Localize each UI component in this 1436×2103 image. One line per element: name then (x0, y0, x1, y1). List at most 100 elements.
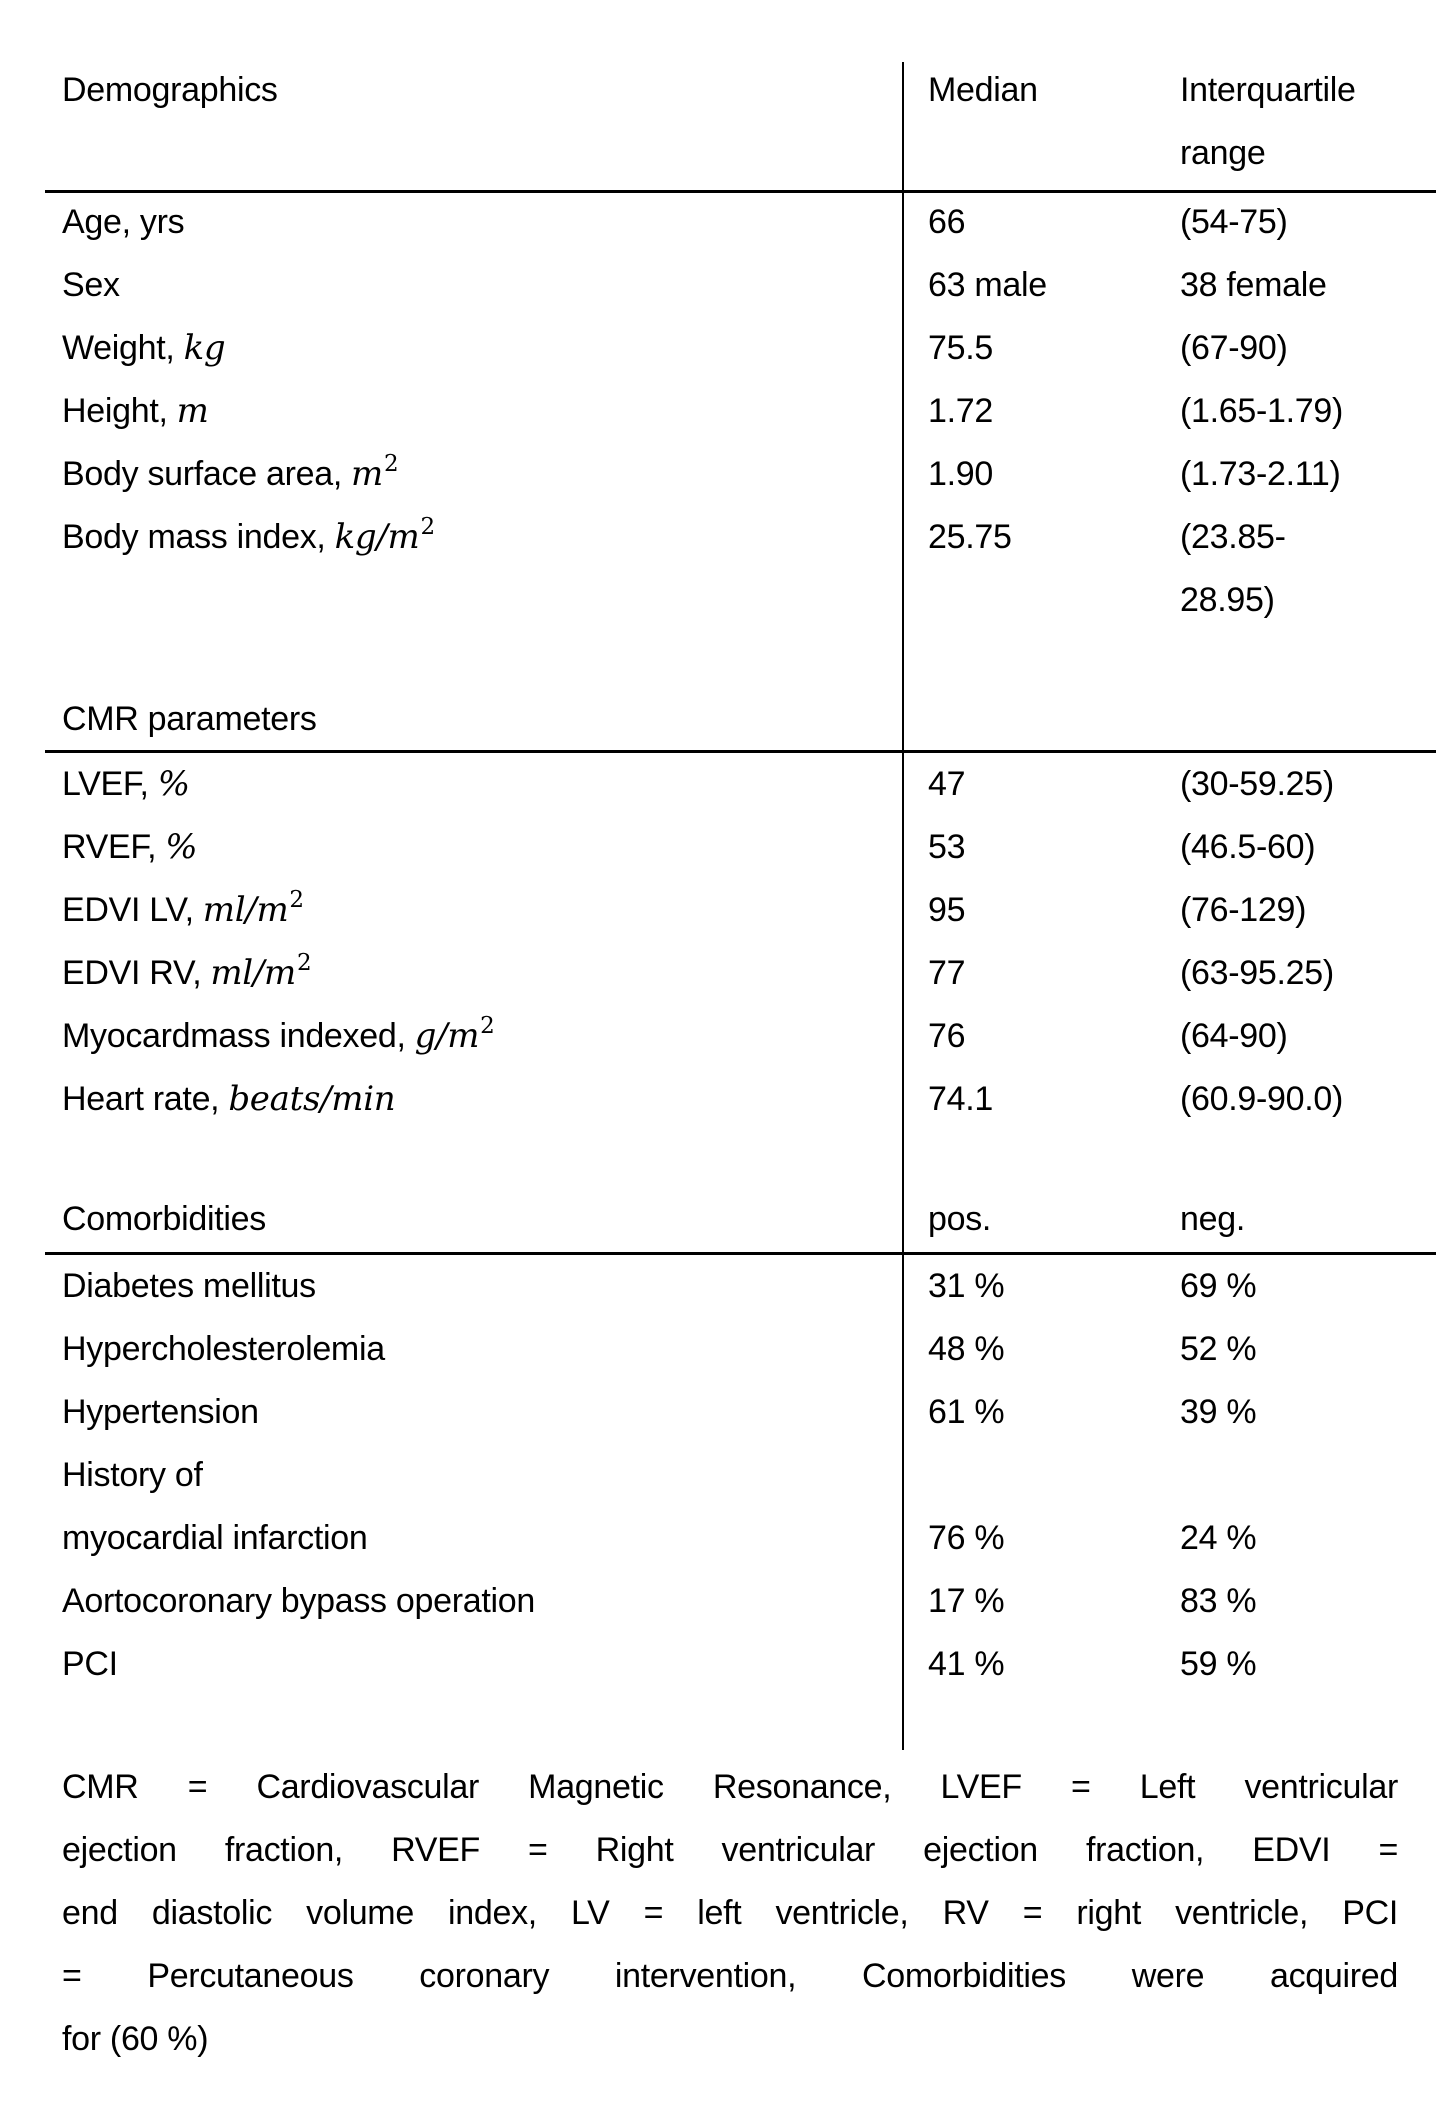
iqr-value-line: (60.9-90.0) (1180, 1080, 1344, 1118)
row-label-text: Aortocoronary bypass operation (62, 1582, 535, 1620)
row-label: Body surface area, m2 (62, 443, 399, 510)
median-value: 74.1 (928, 1080, 993, 1118)
iqr-value-line: (64-90) (1180, 1017, 1288, 1055)
iqr-value-line: 28.95) (1180, 581, 1275, 619)
median-value: 61 % (928, 1393, 1005, 1431)
iqr-value: 69 % (1180, 1255, 1257, 1318)
footnote-line: end diastolic volume index, LV = left ve… (62, 1894, 1398, 1932)
iqr-value: (54-75) (1180, 191, 1288, 254)
row-label: EDVI RV, ml/m2 (62, 942, 312, 1009)
column-header-median: Median (928, 71, 1038, 109)
median-value: 25.75 (928, 518, 1012, 556)
row-unit-exponent: 2 (296, 950, 312, 976)
column-header-interquartile-range: Interquartile range (1180, 59, 1356, 185)
iqr-value: (1.73-2.11) (1180, 443, 1341, 506)
iqr-value: (64-90) (1180, 1005, 1288, 1068)
iqr-value-line: (46.5-60) (1180, 828, 1316, 866)
row-label-text: Myocardmass indexed, (62, 1017, 406, 1055)
iqr-value: 83 % (1180, 1570, 1257, 1633)
median-value: 47 (928, 765, 966, 803)
iqr-value: 39 % (1180, 1381, 1257, 1444)
median-value: 41 % (928, 1645, 1005, 1683)
footnote-line: ejection fraction, RVEF = Right ventricu… (62, 1831, 1398, 1869)
table-rule-comorbidities (45, 1252, 1436, 1255)
row-label-text: Heart rate, (62, 1080, 220, 1118)
row-label: Height, m (62, 380, 209, 443)
column-header-line: Interquartile (1180, 71, 1356, 109)
iqr-value-line: (54-75) (1180, 203, 1288, 241)
table-rule-cmr-parameters (45, 750, 1436, 753)
row-label: Age, yrs (62, 191, 185, 254)
table-rule-demographics (45, 190, 1436, 193)
iqr-value-line: 24 % (1180, 1519, 1257, 1557)
row-label-text: Body surface area, (62, 455, 342, 493)
iqr-value-line: (76-129) (1180, 891, 1307, 929)
iqr-value: 38 female (1180, 254, 1327, 317)
iqr-value: (1.65-1.79) (1180, 380, 1343, 443)
column-header-line: range (1180, 134, 1266, 172)
row-label: LVEF,% (62, 753, 190, 816)
row-label-text: Sex (62, 266, 120, 304)
row-label-text: Age, yrs (62, 203, 185, 241)
median-value: 76 (928, 1017, 966, 1055)
iqr-value: (76-129) (1180, 879, 1306, 942)
row-unit: kg/m (334, 517, 420, 557)
row-label: Aortocoronary bypass operation (62, 1570, 535, 1633)
iqr-value-line: (1.73-2.11) (1180, 455, 1341, 493)
row-label-text: Hypertension (62, 1393, 259, 1431)
row-label-text: Height, (62, 392, 168, 430)
iqr-value-line: 39 % (1180, 1393, 1257, 1431)
iqr-value: (63-95.25) (1180, 942, 1334, 1005)
row-unit: g/m (414, 1016, 480, 1056)
section-heading-cmr-parameters: CMR parameters (62, 700, 317, 738)
row-unit: beats/min (228, 1079, 396, 1119)
row-label-text: Weight, (62, 329, 175, 367)
row-label-text: Body mass index, (62, 518, 326, 556)
row-unit-exponent: 2 (420, 514, 435, 540)
iqr-value-line: 83 % (1180, 1582, 1257, 1620)
row-unit-exponent: 2 (480, 1013, 495, 1039)
row-label: Sex (62, 254, 120, 317)
median-value: 66 (928, 203, 966, 241)
row-label-text: Hypercholesterolemia (62, 1330, 385, 1368)
row-label-text: EDVI LV, (62, 891, 194, 929)
row-label: Myocardmass indexed, g/m2 (62, 1005, 495, 1072)
iqr-value-line: (1.65-1.79) (1180, 392, 1344, 430)
iqr-value-line: (30-59.25) (1180, 765, 1334, 803)
median-value: 1.72 (928, 392, 993, 430)
iqr-value-line: (67-90) (1180, 329, 1288, 367)
footnote-line: = Percutaneous coronary intervention, Co… (62, 1957, 1398, 1995)
column-header-neg: neg. (1180, 1200, 1245, 1238)
median-value: 48 % (928, 1330, 1005, 1368)
row-unit-exponent: 2 (383, 451, 399, 477)
median-value: 17 % (928, 1582, 1005, 1620)
median-value: 76 % (928, 1519, 1005, 1557)
median-value: 53 (928, 828, 966, 866)
row-label: History of (62, 1444, 203, 1507)
row-unit: ml/m (210, 953, 296, 993)
row-label: Weight, kg (62, 317, 226, 380)
iqr-value-line: 52 % (1180, 1330, 1257, 1368)
footnote-line: for (60 %) (62, 2020, 209, 2058)
iqr-value: (46.5-60) (1180, 816, 1316, 879)
row-label: Hypercholesterolemia (62, 1318, 385, 1381)
iqr-value-line: (23.85- (1180, 518, 1286, 556)
row-unit: m (350, 454, 383, 494)
row-unit: kg (183, 328, 226, 368)
row-label: myocardial infarction (62, 1507, 368, 1570)
iqr-value: 52 % (1180, 1318, 1257, 1381)
median-value: 1.90 (928, 455, 993, 493)
iqr-value-line: 69 % (1180, 1267, 1257, 1305)
row-label-text: LVEF, (62, 765, 149, 803)
row-label-text: PCI (62, 1645, 118, 1683)
iqr-value: (60.9-90.0) (1180, 1068, 1343, 1131)
row-label: RVEF,% (62, 816, 198, 879)
row-label: EDVI LV, ml/m2 (62, 879, 304, 946)
row-unit: m (176, 391, 209, 431)
iqr-value: (23.85- 28.95) (1180, 506, 1286, 632)
row-label-text: myocardial infarction (62, 1519, 368, 1557)
row-unit: % (157, 764, 190, 804)
median-value: 31 % (928, 1267, 1005, 1305)
section-heading-comorbidities: Comorbidities (62, 1200, 266, 1238)
